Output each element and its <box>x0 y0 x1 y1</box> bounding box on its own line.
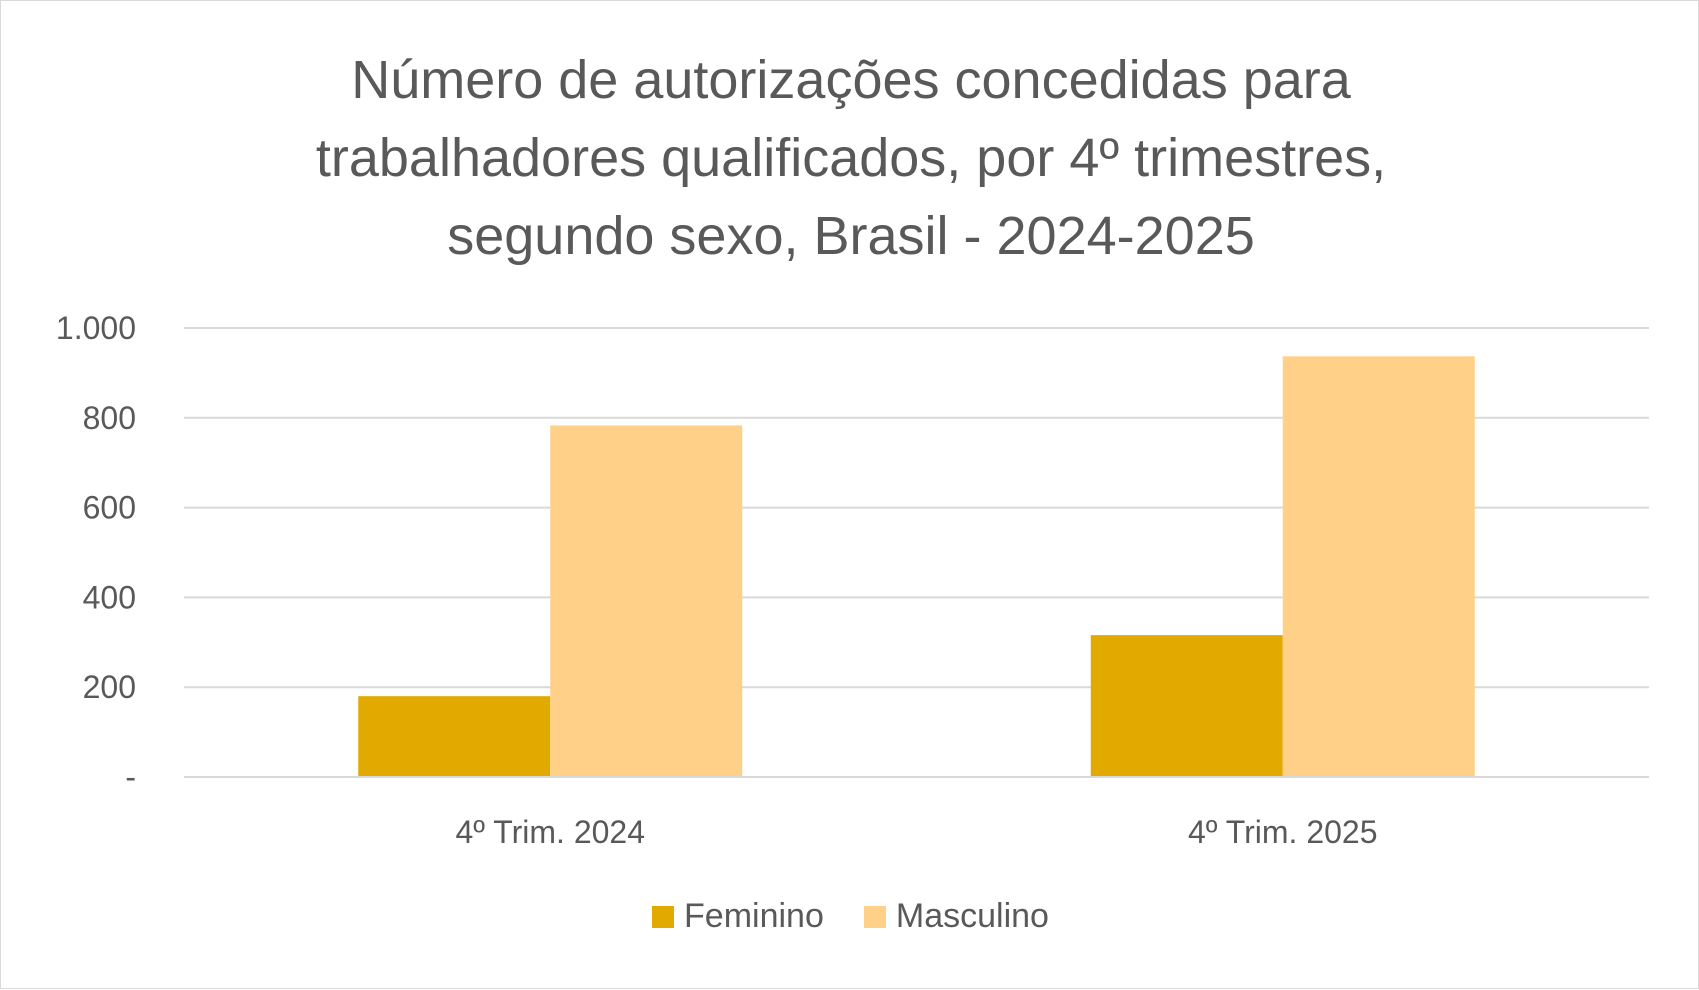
chart-title-line-3: segundo sexo, Brasil - 2024-2025 <box>447 206 1255 266</box>
bar-feminino-1 <box>358 696 551 777</box>
y-tick-label: 1.000 <box>56 310 136 346</box>
legend-item-masculino: Masculino <box>863 897 1049 936</box>
chart-title-line-1: Número de autorizações concedidas para <box>351 50 1351 110</box>
y-tick-label: 400 <box>83 579 136 615</box>
y-tick-label: 600 <box>83 490 136 526</box>
legend-swatch-feminino <box>652 905 675 928</box>
legend-item-feminino: Feminino <box>652 897 824 936</box>
legend-label-masculino: Masculino <box>895 897 1049 935</box>
x-tick-label: 4º Trim. 2024 <box>455 814 645 850</box>
legend-swatch-masculino <box>863 905 886 928</box>
x-tick-label: 4º Trim. 2025 <box>1188 814 1378 850</box>
chart-title-line-2: trabalhadores qualificados, por 4º trime… <box>315 128 1387 188</box>
legend-label-feminino: Feminino <box>684 897 824 935</box>
chart-title: Número de autorizações concedidas para t… <box>201 41 1501 275</box>
y-tick-label: - <box>125 759 136 795</box>
bar-masculino-2 <box>1282 356 1475 777</box>
bar-masculino-1 <box>550 425 743 777</box>
y-tick-label: 800 <box>83 400 136 436</box>
chart-legend: Feminino Masculino <box>1 897 1699 936</box>
y-tick-label: 200 <box>83 669 136 705</box>
bar-feminino-2 <box>1090 635 1283 777</box>
